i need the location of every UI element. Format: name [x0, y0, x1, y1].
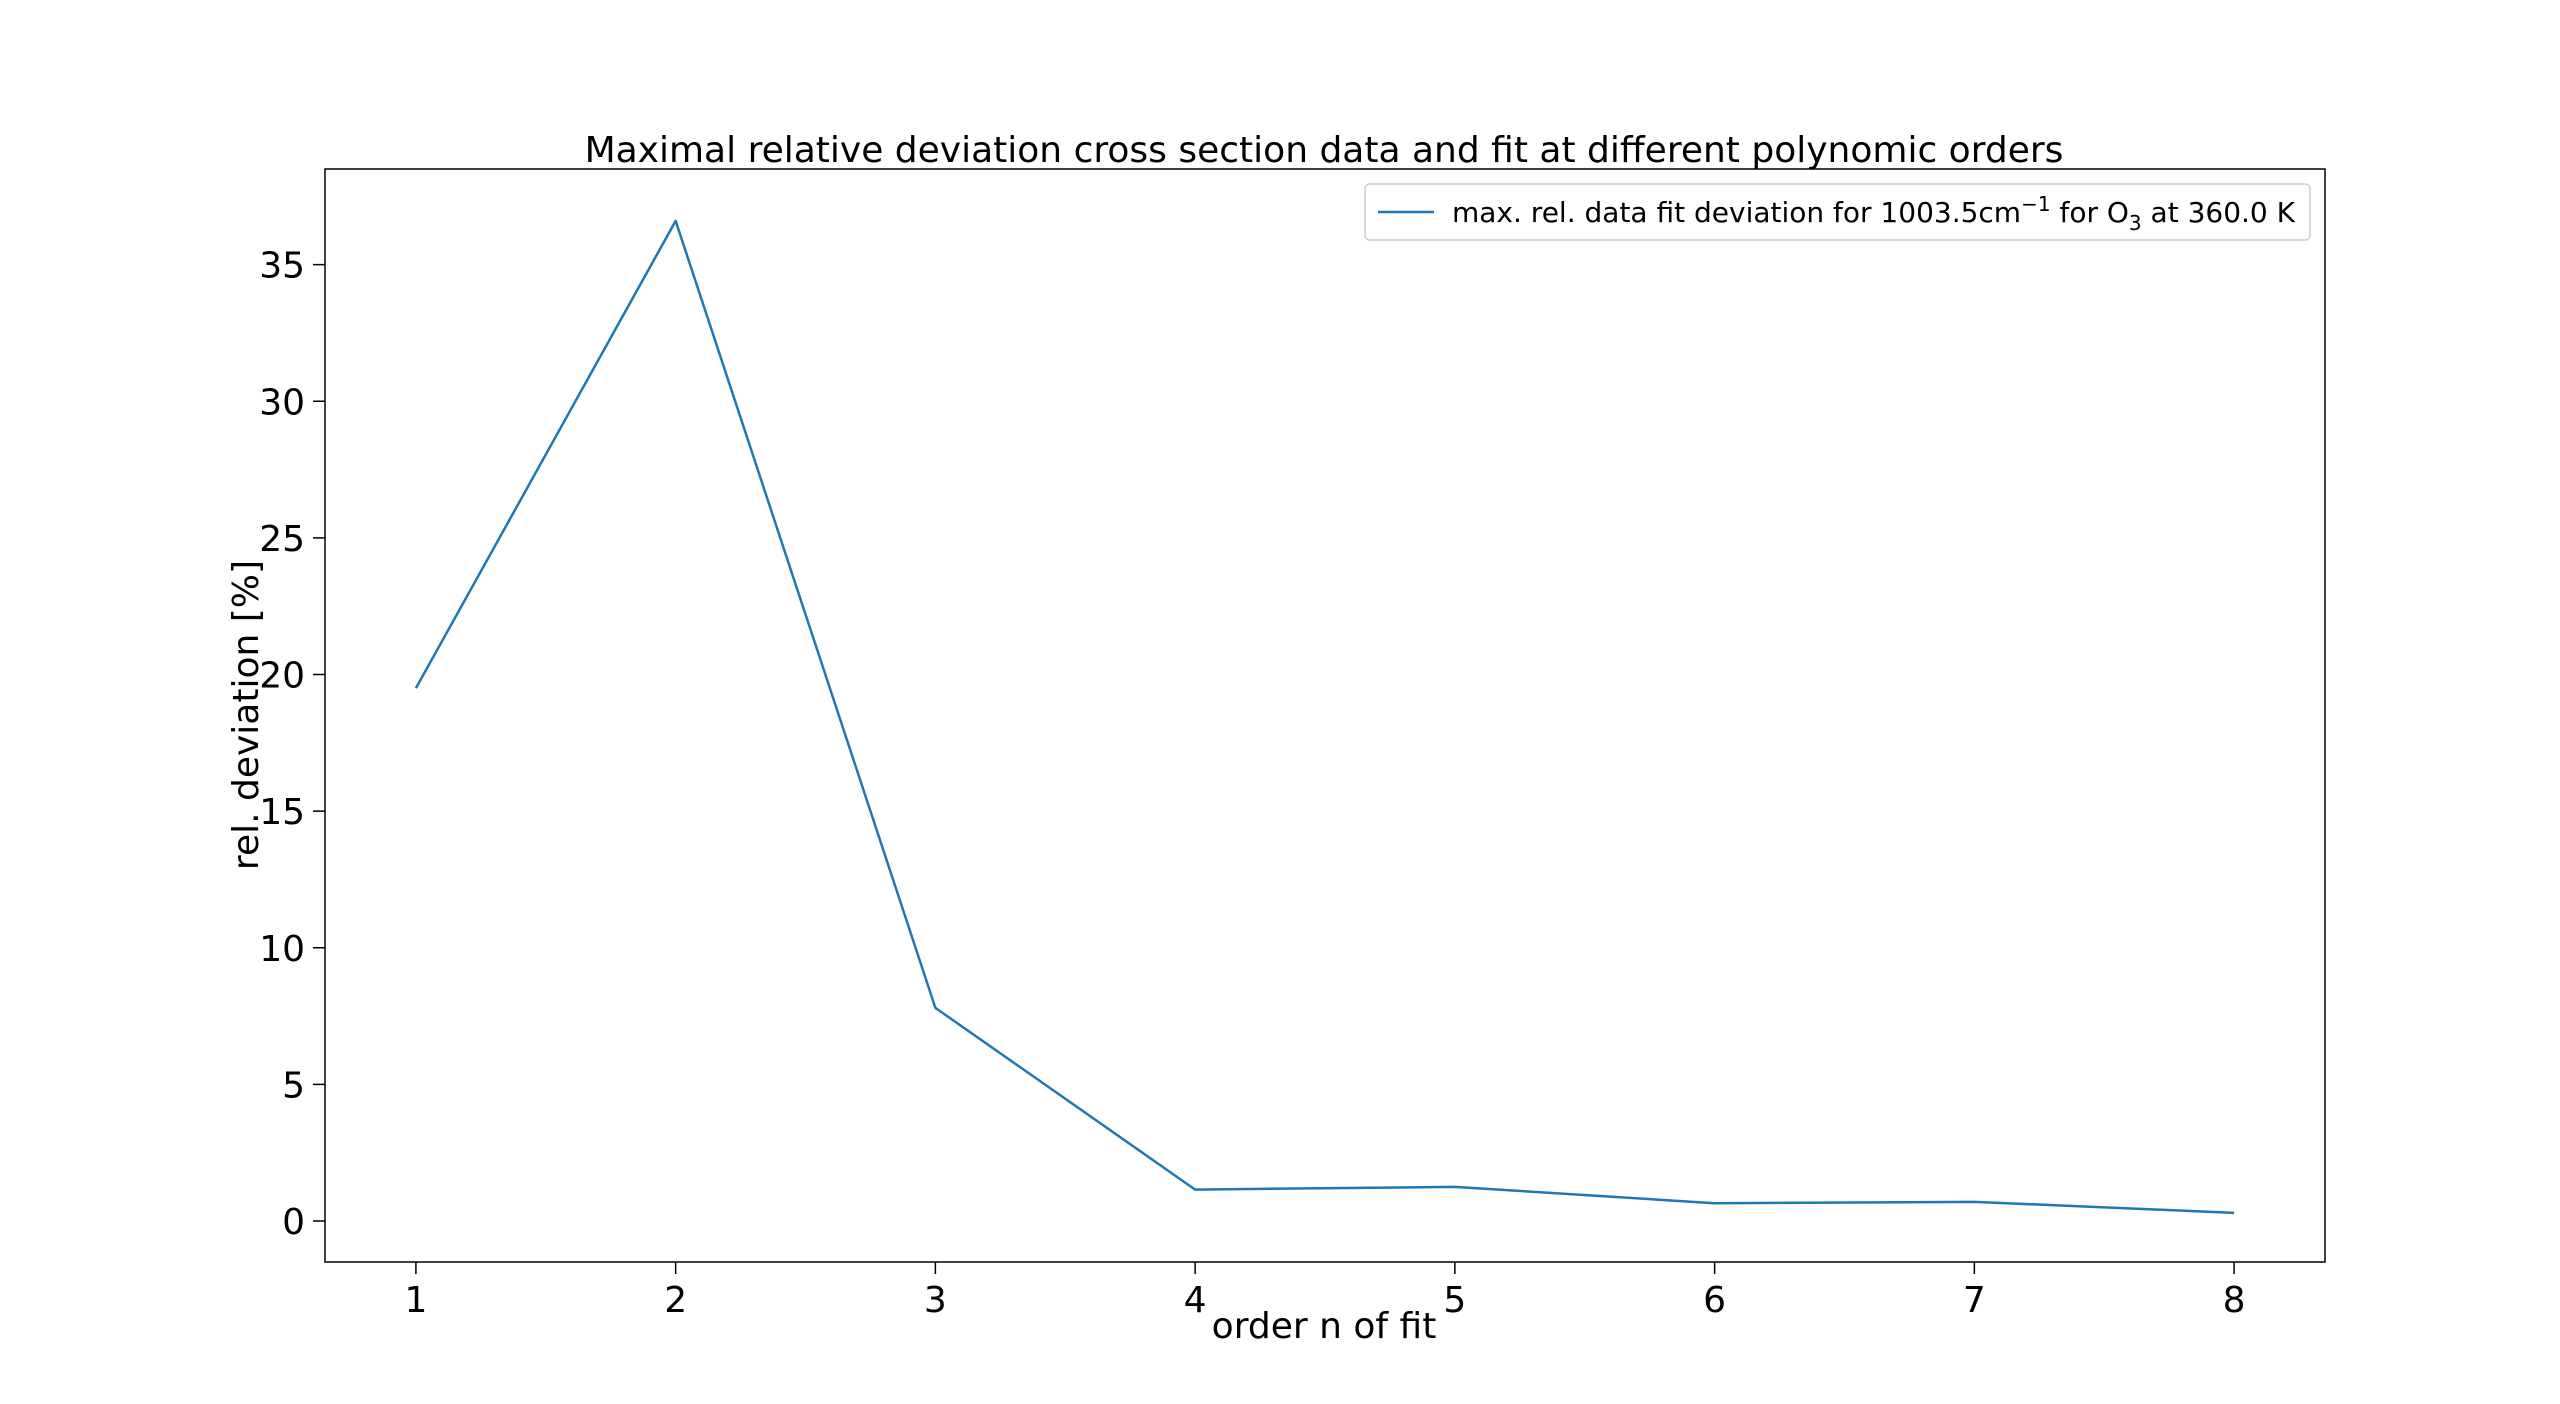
- y-tick-label: 20: [259, 656, 305, 697]
- y-tick-label: 15: [259, 792, 305, 833]
- x-tick-label: 5: [1443, 1280, 1466, 1321]
- x-tick-label: 4: [1184, 1280, 1207, 1321]
- y-tick-label: 0: [282, 1202, 305, 1243]
- x-tick-label: 6: [1703, 1280, 1726, 1321]
- legend-label-middle: for O: [2051, 196, 2129, 229]
- y-tick-label: 25: [259, 519, 305, 560]
- legend-box: [1364, 183, 2311, 241]
- y-tick-label: 5: [282, 1065, 305, 1106]
- x-tick-label: 2: [664, 1280, 687, 1321]
- x-axis-title: order n of fit: [1212, 1306, 1437, 1347]
- legend-label-prefix: max. rel. data fit deviation for 1003.5c…: [1452, 196, 2021, 229]
- chart-title: Maximal relative deviation cross section…: [585, 130, 2064, 171]
- legend-label-subscript: 3: [2129, 211, 2142, 235]
- y-axis-title: rel. deviation [%]: [226, 560, 267, 870]
- x-tick-label: 7: [1963, 1280, 1986, 1321]
- x-axis: 1 2 3 4 5 6 7 8: [404, 1262, 2246, 1321]
- plot-area-frame: [324, 168, 2326, 1263]
- x-tick-label: 3: [924, 1280, 947, 1321]
- series-layer: [414, 219, 2235, 1215]
- y-tick-label: 10: [259, 929, 305, 970]
- legend: max. rel. data fit deviation for 1003.5c…: [1364, 183, 2311, 241]
- y-tick-label: 30: [259, 382, 305, 423]
- legend-label-suffix: at 360.0 K: [2142, 196, 2296, 229]
- y-axis: 0 5 10 15 20 25 30 35: [259, 246, 325, 1243]
- x-tick-label: 1: [404, 1280, 427, 1321]
- legend-label-superscript: −1: [2021, 192, 2050, 216]
- legend-label: max. rel. data fit deviation for 1003.5c…: [1452, 192, 2296, 235]
- x-tick-label: 8: [2223, 1280, 2246, 1321]
- y-tick-label: 35: [259, 246, 305, 287]
- series-line: [414, 219, 2235, 1215]
